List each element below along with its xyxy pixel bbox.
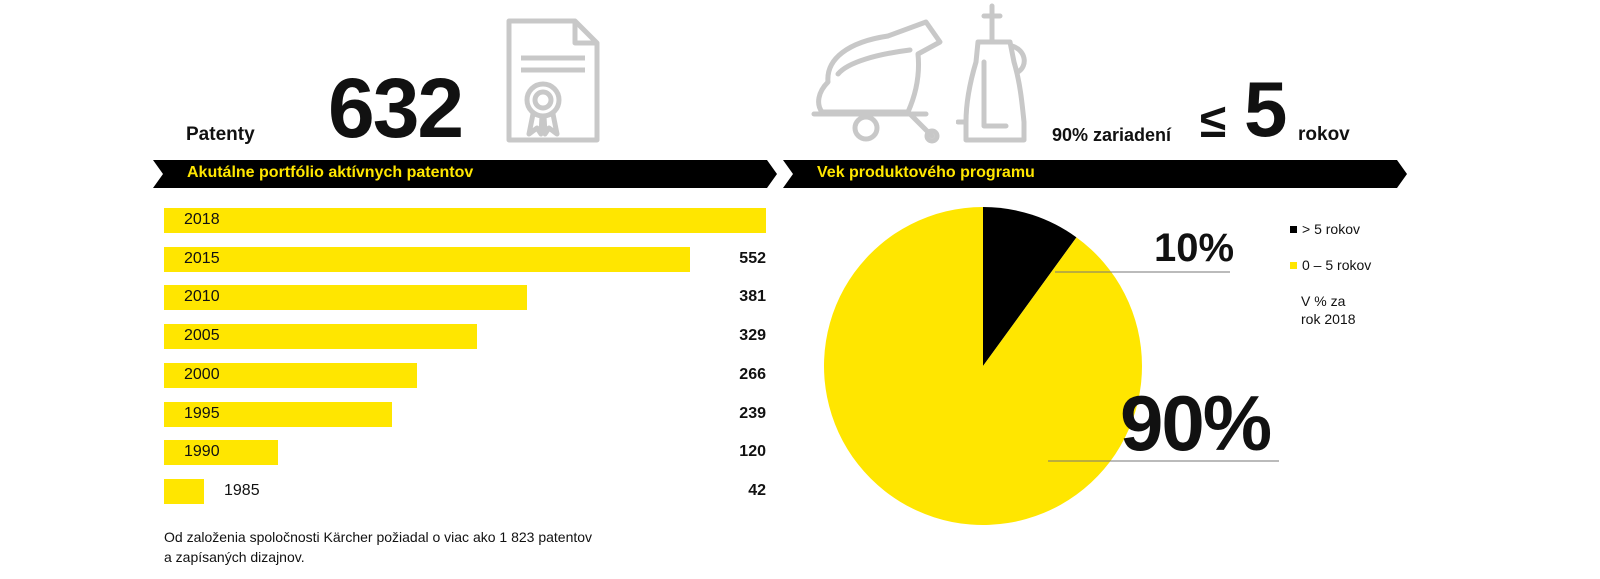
banner-left-shape bbox=[153, 160, 777, 188]
legend-swatch-yellow bbox=[1290, 261, 1297, 269]
bar-value-label: 266 bbox=[739, 366, 766, 383]
certificate-icon bbox=[506, 18, 600, 143]
devices-years-unit: rokov bbox=[1298, 124, 1350, 145]
bar-value-label: 552 bbox=[739, 250, 766, 267]
legend-note-line-1: V % za bbox=[1301, 293, 1346, 309]
legend-item-over-5: > 5 rokov bbox=[1290, 220, 1371, 238]
bar-category-label: 1995 bbox=[184, 405, 220, 422]
legend-label-over-5: > 5 rokov bbox=[1302, 221, 1360, 237]
legend-label-0-5: 0 – 5 rokov bbox=[1302, 257, 1372, 273]
bar-value-label: 239 bbox=[739, 405, 766, 422]
devices-years-value: 5 bbox=[1244, 65, 1288, 153]
bar-category-label: 1985 bbox=[224, 482, 260, 499]
bar-2018 bbox=[164, 208, 766, 233]
bar-value-label: 120 bbox=[739, 443, 766, 460]
pie-slice-0-5 bbox=[824, 207, 1142, 525]
legend-item-0-5: 0 – 5 rokov bbox=[1290, 256, 1371, 274]
product-age-pie-chart bbox=[824, 207, 1279, 525]
bar-2015 bbox=[164, 247, 690, 272]
bar-category-label: 2010 bbox=[184, 288, 220, 305]
banner-right-shape bbox=[783, 160, 1407, 188]
banner-left-title: Akutálne portfólio aktívnych patentov bbox=[187, 164, 474, 181]
bar-category-label: 2018 bbox=[184, 211, 220, 228]
bar-value-label: 42 bbox=[748, 482, 766, 499]
less-equal-sign: ≤ bbox=[1200, 95, 1227, 148]
footnote: Od založenia spoločnosti Kärcher požiada… bbox=[164, 527, 592, 567]
pie-slice-over-5 bbox=[983, 207, 1077, 366]
bar-value-label: 329 bbox=[739, 327, 766, 344]
bar-1985 bbox=[164, 479, 204, 504]
legend-swatch-black bbox=[1290, 225, 1297, 233]
banner-right-title: Vek produktového programu bbox=[817, 164, 1035, 181]
floor-scrubber-icon bbox=[811, 19, 943, 144]
bar-value-label: 381 bbox=[739, 288, 766, 305]
legend-note-line-2: rok 2018 bbox=[1301, 311, 1356, 327]
pie-legend: > 5 rokov 0 – 5 rokov V % za rok 2018 bbox=[1290, 220, 1371, 328]
devices-share-label: 90% zariadení bbox=[1052, 125, 1172, 145]
bar-category-label: 2005 bbox=[184, 327, 220, 344]
bar-2000 bbox=[164, 363, 417, 388]
bar-category-label: 1990 bbox=[184, 443, 220, 460]
pie-label-0-5: 90% bbox=[1120, 379, 1272, 467]
pressure-washer-icon bbox=[956, 3, 1027, 143]
patents-label: Patenty bbox=[186, 124, 255, 145]
bar-2005 bbox=[164, 324, 477, 349]
bar-category-label: 2000 bbox=[184, 366, 220, 383]
footnote-line-1: Od založenia spoločnosti Kärcher požiada… bbox=[164, 529, 593, 545]
bar-1995 bbox=[164, 402, 392, 427]
bar-category-label: 2015 bbox=[184, 250, 220, 267]
patents-count: 632 bbox=[328, 61, 464, 155]
bar-2010 bbox=[164, 285, 527, 310]
legend-note: V % za rok 2018 bbox=[1301, 292, 1371, 328]
pie-label-over-5: 10% bbox=[1154, 226, 1235, 270]
bar-1990 bbox=[164, 440, 278, 465]
footnote-line-2: a zapísaných dizajnov. bbox=[164, 549, 305, 565]
